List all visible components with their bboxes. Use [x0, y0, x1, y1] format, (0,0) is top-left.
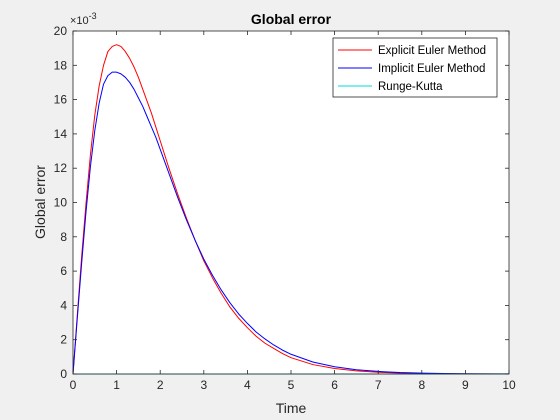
x-axis-label: Time: [276, 400, 307, 416]
legend-label: Runge-Kutta: [378, 81, 443, 93]
y-tick-label: 0: [60, 367, 67, 381]
y-tick-label: 18: [54, 58, 68, 72]
y-tick-label: 12: [54, 161, 68, 175]
y-tick-label: 4: [60, 298, 67, 312]
y-exponent-power: -3: [89, 11, 97, 21]
y-exponent: ×10-3: [70, 11, 97, 27]
y-tick-label: 16: [54, 93, 68, 107]
series-line-explicit-euler-method: [72, 44, 510, 375]
x-tick-label: 2: [157, 378, 164, 392]
x-ticks: 0 1 2 3 4 5 6 7 8 9 10: [70, 31, 516, 392]
y-tick-label: 20: [54, 24, 68, 38]
y-exponent-base: ×10: [70, 15, 89, 27]
x-tick-label: 7: [375, 378, 382, 392]
series-line-implicit-euler-method: [72, 71, 510, 375]
legend-label: Implicit Euler Method: [378, 63, 485, 75]
chart-title: Global error: [251, 11, 332, 27]
x-tick-label: 9: [462, 378, 469, 392]
x-tick-label: 10: [502, 378, 516, 392]
x-tick-label: 3: [200, 378, 207, 392]
x-tick-label: 6: [331, 378, 338, 392]
legend-label: Explicit Euler Method: [378, 45, 486, 57]
y-axis-label: Global error: [32, 165, 48, 239]
y-tick-label: 2: [60, 333, 67, 347]
x-tick-label: 4: [244, 378, 251, 392]
y-tick-label: 10: [54, 196, 68, 210]
x-tick-label: 8: [418, 378, 425, 392]
legend: Explicit Euler Method Implicit Euler Meth…: [332, 37, 498, 98]
y-tick-label: 14: [54, 127, 68, 141]
y-ticks: 0 2 4 6 8 10 12 14 16 18 20: [54, 24, 509, 381]
y-tick-label: 8: [60, 230, 67, 244]
x-tick-label: 5: [288, 378, 295, 392]
y-tick-label: 6: [60, 264, 67, 278]
x-tick-label: 1: [113, 378, 120, 392]
x-tick-label: 0: [70, 378, 77, 392]
